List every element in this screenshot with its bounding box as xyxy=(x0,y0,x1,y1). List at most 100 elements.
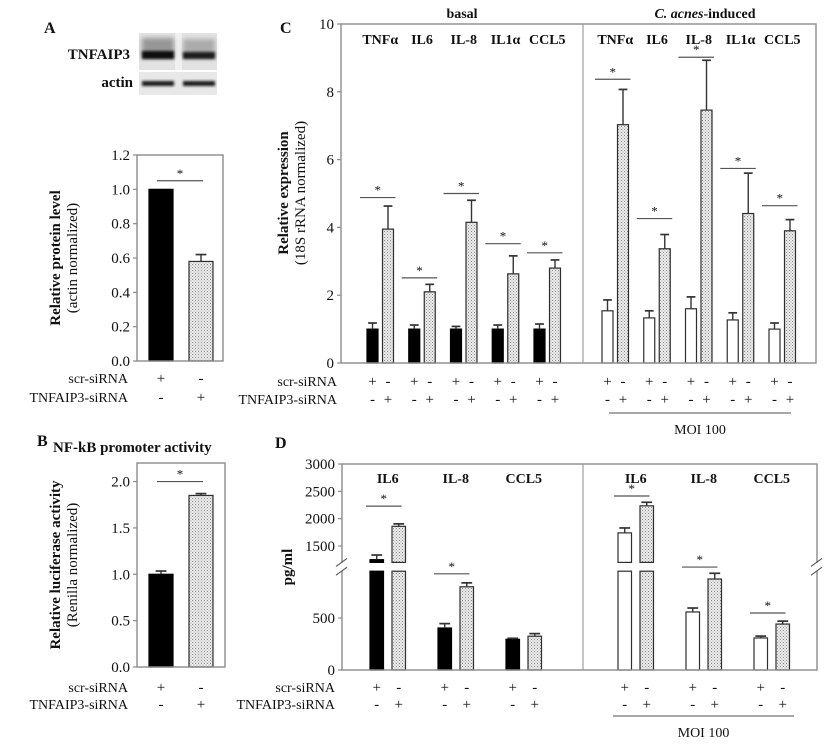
category-label: CCL5 xyxy=(529,33,566,48)
y-tick-label: 2 xyxy=(327,288,335,304)
error-bar xyxy=(451,325,461,330)
group-c-acnes-induced: IL6+--+IL-8+--+CCL5+--+***MOI 100 xyxy=(613,472,794,741)
panel-label-d: D xyxy=(275,435,287,452)
error-bar xyxy=(743,172,753,214)
bar xyxy=(507,273,520,364)
bar xyxy=(408,328,421,364)
axis-break-right xyxy=(810,557,823,576)
bar-lower-segment xyxy=(617,570,633,671)
condition-sign: + xyxy=(535,374,543,390)
condition-row-label: scr-siRNA xyxy=(277,375,337,390)
y-tick-label: 6 xyxy=(327,153,335,169)
condition-sign: + xyxy=(368,374,376,390)
category-label: TNFα xyxy=(362,33,398,48)
y-tick-label: 0 xyxy=(327,356,335,372)
bar xyxy=(437,627,453,671)
condition-sign: + xyxy=(531,697,539,713)
significance-asterisk: * xyxy=(693,42,700,57)
bar xyxy=(707,578,723,671)
category-label: IL6 xyxy=(625,472,647,487)
bar xyxy=(548,267,562,364)
condition-sign: + xyxy=(157,680,165,696)
y-tick-label: 1500 xyxy=(305,539,335,555)
axis-break-gap xyxy=(340,562,344,571)
error-bar xyxy=(425,283,435,292)
error-bar xyxy=(702,59,711,111)
y-tick-label: 1.2 xyxy=(111,148,130,164)
condition-sign: - xyxy=(454,392,459,408)
category-label: IL1α xyxy=(726,33,756,48)
error-bar xyxy=(409,324,419,330)
axis-break-mark xyxy=(335,566,348,576)
group-header: C. acnes-induced xyxy=(654,7,755,22)
bar xyxy=(491,328,504,364)
bar xyxy=(423,291,436,364)
bar xyxy=(459,586,475,671)
condition-sign: + xyxy=(661,392,669,408)
axis-break-gap xyxy=(815,562,819,571)
bar xyxy=(658,248,671,364)
panel-b-title: NF-kB promoter activity xyxy=(53,440,212,456)
condition-sign: - xyxy=(780,680,785,696)
condition-row-label: scr-siRNA xyxy=(68,372,128,387)
y-tick-label: 0.5 xyxy=(111,614,130,630)
blot-band-tnfaip3-lane1 xyxy=(142,51,174,59)
group-c-acnes-induced: TNFα+--+IL6+--+IL-8+--+IL1α+--+CCL5+--+*… xyxy=(595,7,801,438)
y-tick-label: 2000 xyxy=(305,512,335,528)
error-bar xyxy=(686,296,696,309)
condition-sign: + xyxy=(494,374,502,390)
error-bar xyxy=(777,620,789,625)
category-label: IL1α xyxy=(491,33,521,48)
category-label: CCL5 xyxy=(753,472,790,487)
significance-asterisk: * xyxy=(500,229,507,244)
error-bar xyxy=(439,622,451,628)
condition-sign: - xyxy=(532,680,537,696)
condition-sign: + xyxy=(509,392,517,408)
y-tick-label: 3000 xyxy=(305,457,335,473)
condition-sign: - xyxy=(644,680,649,696)
condition-row-label: scr-siRNA xyxy=(275,681,335,696)
group-header: basal xyxy=(446,7,477,22)
blot-actin-membrane xyxy=(139,72,217,95)
error-bar xyxy=(728,311,738,320)
error-bar xyxy=(393,523,405,527)
category-label: IL6 xyxy=(411,33,433,48)
condition-sign: - xyxy=(553,374,558,390)
error-bar xyxy=(195,253,207,262)
y-axis-label: pg/ml xyxy=(280,549,296,586)
significance-asterisk: * xyxy=(735,153,742,168)
condition-sign: + xyxy=(551,392,559,408)
error-bar xyxy=(507,637,519,640)
significance-asterisk: * xyxy=(610,64,617,79)
condition-sign: - xyxy=(704,374,709,390)
significance-asterisk: * xyxy=(777,191,784,206)
condition-sign: - xyxy=(662,374,667,390)
bar xyxy=(726,319,739,364)
significance-asterisk: * xyxy=(765,598,772,613)
category-label: IL-8 xyxy=(451,33,477,48)
bar xyxy=(449,328,463,364)
y-tick-label: 1.0 xyxy=(111,567,130,583)
significance-asterisk: * xyxy=(697,552,704,567)
condition-sign: + xyxy=(157,371,165,387)
bar xyxy=(643,317,656,364)
y-tick-label: 2.0 xyxy=(111,475,130,491)
footer-label: MOI 100 xyxy=(678,726,730,741)
panel-label-c: C xyxy=(280,20,292,37)
error-bar xyxy=(371,554,383,560)
condition-sign: + xyxy=(702,392,710,408)
bar xyxy=(783,230,797,364)
bar-upper-segment xyxy=(369,559,385,563)
bar xyxy=(768,328,781,364)
condition-sign: - xyxy=(495,392,500,408)
error-bar xyxy=(529,632,541,637)
y-axis-sublabel: (actin normalized) xyxy=(65,203,81,313)
condition-sign: + xyxy=(373,680,381,696)
condition-sign: - xyxy=(464,680,469,696)
bar xyxy=(700,109,713,364)
condition-sign: - xyxy=(772,392,777,408)
y-tick-label: 2500 xyxy=(305,484,335,500)
condition-sign: + xyxy=(687,374,695,390)
error-bar xyxy=(603,299,612,311)
condition-sign: - xyxy=(689,392,694,408)
